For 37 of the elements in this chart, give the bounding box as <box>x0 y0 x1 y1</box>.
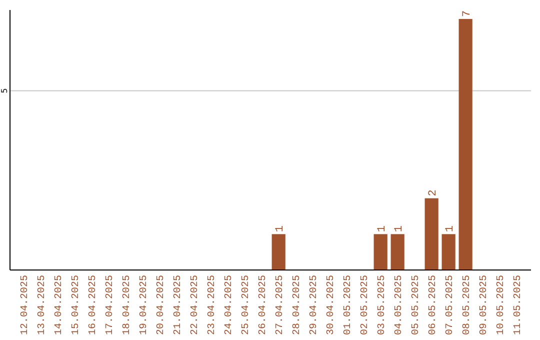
x-tick-label: 21.04.2025 <box>173 275 184 336</box>
x-tick-label: 25.04.2025 <box>241 275 252 336</box>
x-tick-label: 28.04.2025 <box>292 275 304 336</box>
data-label: 2 <box>428 190 440 196</box>
x-tick-label: 02.05.2025 <box>360 275 372 336</box>
x-tick-label: 05.05.2025 <box>411 275 422 336</box>
x-tick-label: 15.04.2025 <box>71 275 82 336</box>
x-tick-label: 20.04.2025 <box>156 275 168 336</box>
ref-line-label: 5 <box>0 88 9 94</box>
x-tick-label: 16.04.2025 <box>88 275 100 336</box>
x-tick-label: 22.04.2025 <box>190 275 202 336</box>
data-label: 1 <box>394 225 406 232</box>
x-tick-label: 08.05.2025 <box>462 275 474 336</box>
x-tick-label: 30.04.2025 <box>326 275 338 336</box>
data-label: 1 <box>444 225 457 232</box>
x-tick-label: 06.05.2025 <box>428 275 440 336</box>
data-label: 1 <box>376 225 389 232</box>
x-tick-label: 26.04.2025 <box>258 275 270 336</box>
x-tick-label: 23.04.2025 <box>207 275 218 336</box>
data-label: 1 <box>274 225 287 232</box>
x-tick-label: 12.04.2025 <box>20 275 32 336</box>
x-tick-label: 11.05.2025 <box>513 275 524 336</box>
x-tick-label: 18.04.2025 <box>122 275 134 336</box>
x-tick-label: 07.05.2025 <box>445 275 456 336</box>
x-tick-label: 24.04.2025 <box>224 275 236 336</box>
x-tick-label: 13.04.2025 <box>37 275 48 336</box>
x-tick-label: 01.05.2025 <box>343 275 354 336</box>
x-tick-label: 19.04.2025 <box>139 275 150 336</box>
x-tick-label: 10.05.2025 <box>496 275 508 336</box>
x-tick-label: 09.05.2025 <box>479 275 490 336</box>
data-label: 7 <box>462 10 474 17</box>
x-tick-label: 17.04.2025 <box>105 275 116 336</box>
x-tick-label: 04.05.2025 <box>394 275 406 336</box>
x-tick-label: 27.04.2025 <box>275 275 286 336</box>
x-tick-label: 29.04.2025 <box>309 275 320 336</box>
x-tick-label: 14.04.2025 <box>54 275 66 336</box>
x-tick-label: 03.05.2025 <box>377 275 388 336</box>
